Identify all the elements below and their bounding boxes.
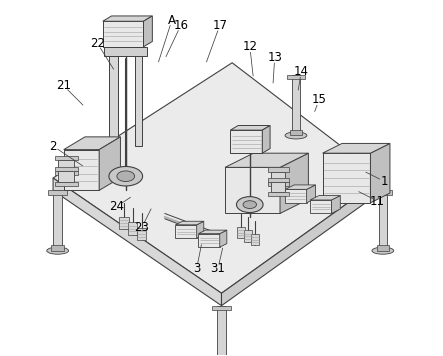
Polygon shape [268,182,289,186]
Ellipse shape [47,247,69,254]
Polygon shape [262,126,270,153]
Ellipse shape [237,197,263,213]
Polygon shape [103,21,144,47]
Polygon shape [58,171,74,182]
Polygon shape [175,225,197,238]
Polygon shape [323,153,370,203]
Polygon shape [370,143,390,203]
Ellipse shape [243,201,256,209]
Polygon shape [119,217,128,229]
Polygon shape [220,230,227,247]
Polygon shape [323,143,390,153]
Polygon shape [64,150,99,190]
Polygon shape [268,167,289,172]
Polygon shape [331,195,340,214]
Text: 14: 14 [294,65,309,78]
Polygon shape [53,178,222,306]
Text: 24: 24 [109,200,124,213]
Polygon shape [251,234,260,245]
Polygon shape [135,40,142,146]
Polygon shape [291,75,300,135]
Polygon shape [225,153,308,167]
Text: 23: 23 [134,221,149,234]
Polygon shape [212,306,231,310]
Polygon shape [128,222,137,235]
Polygon shape [54,190,62,251]
Polygon shape [103,16,152,21]
Polygon shape [198,234,220,247]
Ellipse shape [117,171,135,182]
Polygon shape [55,182,78,186]
Polygon shape [55,171,78,175]
Polygon shape [290,130,302,135]
Polygon shape [53,63,383,293]
Text: 22: 22 [90,37,105,50]
Polygon shape [307,185,315,203]
Polygon shape [109,56,117,162]
Polygon shape [230,126,270,130]
Text: 21: 21 [56,79,71,92]
Polygon shape [51,245,64,251]
Polygon shape [197,221,204,238]
Polygon shape [64,137,120,150]
Polygon shape [271,182,285,192]
Ellipse shape [285,132,307,139]
Polygon shape [198,230,227,234]
Polygon shape [58,160,74,171]
Text: 3: 3 [193,262,200,275]
Polygon shape [144,16,152,47]
Polygon shape [379,190,387,251]
Text: 11: 11 [370,194,385,208]
Text: 12: 12 [242,40,257,53]
Polygon shape [268,178,289,182]
Text: 31: 31 [210,262,225,275]
Polygon shape [310,195,340,200]
Polygon shape [373,190,392,195]
Ellipse shape [109,167,143,186]
Text: A: A [168,14,176,27]
Text: 13: 13 [267,51,282,64]
Polygon shape [268,192,289,197]
Polygon shape [310,200,331,214]
Polygon shape [285,185,315,189]
Polygon shape [55,167,78,171]
Polygon shape [99,137,120,190]
Polygon shape [48,190,67,195]
Text: 15: 15 [311,94,326,106]
Polygon shape [225,167,280,214]
Polygon shape [217,306,226,356]
Ellipse shape [372,247,394,254]
Polygon shape [271,172,285,182]
Polygon shape [222,178,383,306]
Polygon shape [137,227,146,240]
Polygon shape [237,227,245,238]
Polygon shape [377,245,389,251]
Polygon shape [105,47,147,56]
Text: 16: 16 [173,19,188,32]
Polygon shape [55,156,78,160]
Polygon shape [287,75,305,79]
Polygon shape [285,189,307,203]
Polygon shape [280,153,308,214]
Polygon shape [230,130,262,153]
Text: 2: 2 [49,140,57,153]
Polygon shape [244,230,253,242]
Text: 1: 1 [381,175,389,188]
Polygon shape [175,221,204,225]
Text: 17: 17 [212,19,227,32]
